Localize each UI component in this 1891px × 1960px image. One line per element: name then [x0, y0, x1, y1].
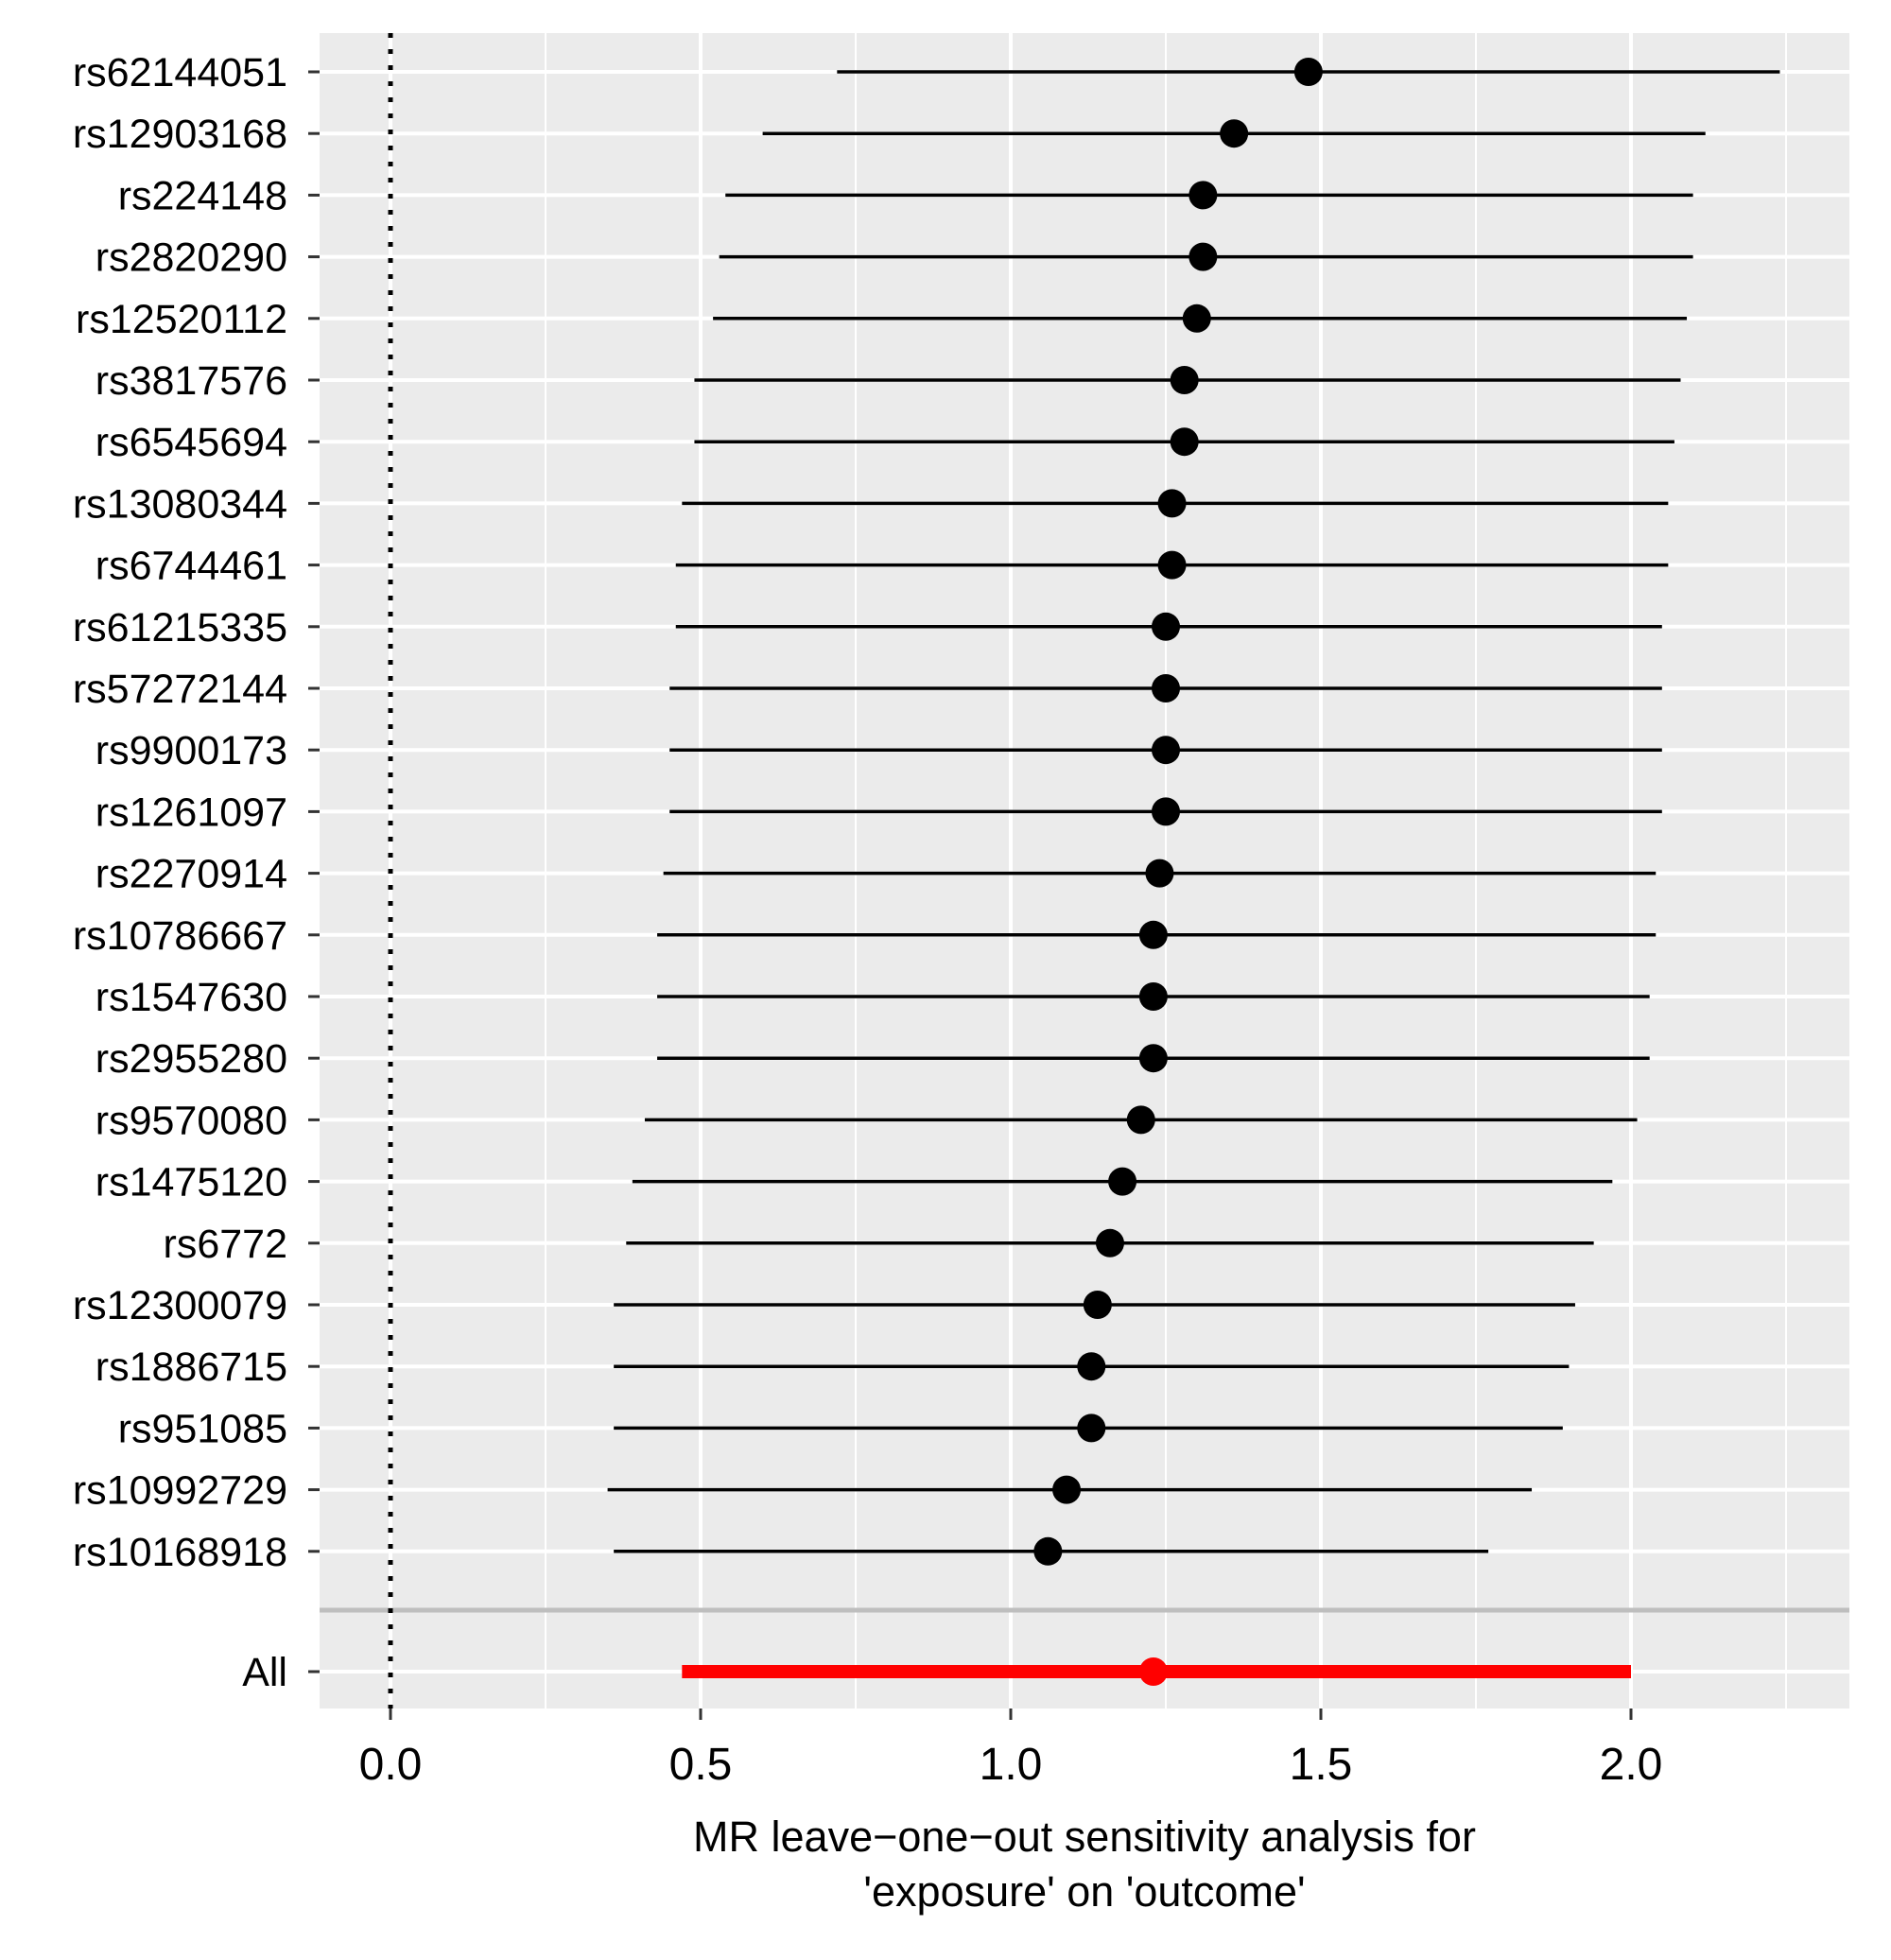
y-tick-label: rs12300079: [73, 1283, 287, 1328]
point-estimate: [1157, 489, 1187, 518]
y-tick-label: rs12520112: [76, 297, 287, 342]
point-estimate: [1138, 920, 1168, 949]
x-axis-title-line-2: 'exposure' on 'outcome': [863, 1867, 1305, 1916]
y-tick-label: rs1886715: [95, 1344, 287, 1390]
y-axis-labels: rs62144051 rs12903168 rs224148 rs2820290 rs1…: [73, 50, 287, 1695]
y-tick-label: rs3817576: [95, 358, 287, 404]
point-estimate: [1138, 982, 1168, 1011]
y-tick-label: rs9570080: [95, 1098, 287, 1143]
point-estimate: [1170, 427, 1199, 457]
y-tick-label: rs12903168: [73, 112, 287, 157]
y-tick-label: rs1261097: [95, 789, 287, 835]
point-estimate: [1095, 1228, 1124, 1258]
x-tick-label: 0.0: [359, 1740, 423, 1790]
y-tick-label: rs10992729: [73, 1468, 287, 1514]
point-estimate: [1138, 1044, 1168, 1073]
y-tick-label: rs62144051: [73, 50, 287, 95]
x-tick-label: 1.0: [980, 1740, 1043, 1790]
y-tick-label: rs57272144: [73, 667, 287, 712]
point-estimates: [1033, 58, 1323, 1686]
y-tick-label-summary: All: [242, 1650, 287, 1695]
panel-background: [320, 33, 1849, 1708]
point-estimate: [1077, 1352, 1106, 1381]
x-tick-label: 1.5: [1290, 1740, 1353, 1790]
y-tick-label: rs6744461: [95, 544, 287, 589]
point-estimate: [1293, 58, 1323, 86]
x-tick-label: 2.0: [1600, 1740, 1663, 1790]
y-tick-label: rs10786667: [73, 913, 287, 959]
y-tick-label: rs10168918: [73, 1530, 287, 1575]
y-tick-label: rs6545694: [95, 420, 287, 465]
y-tick-label: rs9900173: [95, 728, 287, 773]
point-estimate: [1170, 366, 1199, 394]
y-tick-label: rs2955280: [95, 1036, 287, 1082]
point-estimate: [1188, 181, 1218, 210]
point-estimate: [1126, 1105, 1155, 1135]
x-axis-ticks: [389, 1708, 1633, 1720]
x-tick-label: 0.5: [669, 1740, 733, 1790]
point-estimate: [1152, 612, 1180, 641]
y-tick-label: rs951085: [118, 1406, 287, 1451]
y-axis-ticks: [308, 70, 320, 1674]
summary-point: [1138, 1657, 1168, 1686]
y-tick-label: rs224148: [118, 173, 287, 218]
y-tick-label: rs1547630: [95, 975, 287, 1020]
y-tick-label: rs61215335: [73, 605, 287, 650]
y-tick-label: rs1475120: [95, 1160, 287, 1205]
point-estimate: [1152, 736, 1180, 765]
y-tick-label: rs2820290: [95, 235, 287, 281]
point-estimate: [1157, 550, 1187, 580]
point-estimate: [1083, 1291, 1112, 1319]
point-estimate: [1033, 1536, 1063, 1566]
point-estimate: [1182, 304, 1211, 333]
point-estimate: [1188, 242, 1218, 271]
x-axis-tick-labels: 0.0 0.5 1.0 1.5 2.0: [359, 1740, 1663, 1790]
y-tick-label: rs6772: [164, 1222, 287, 1267]
point-estimate: [1145, 859, 1174, 888]
point-estimate: [1077, 1414, 1106, 1443]
point-estimate: [1220, 119, 1249, 148]
point-estimate: [1108, 1167, 1137, 1196]
point-estimate: [1152, 797, 1180, 826]
x-axis-title-line-1: MR leave−one−out sensitivity analysis fo…: [693, 1813, 1476, 1861]
y-tick-label: rs2270914: [95, 852, 287, 897]
point-estimate: [1152, 674, 1180, 702]
y-tick-label: rs13080344: [73, 481, 287, 527]
point-estimate: [1052, 1475, 1082, 1504]
